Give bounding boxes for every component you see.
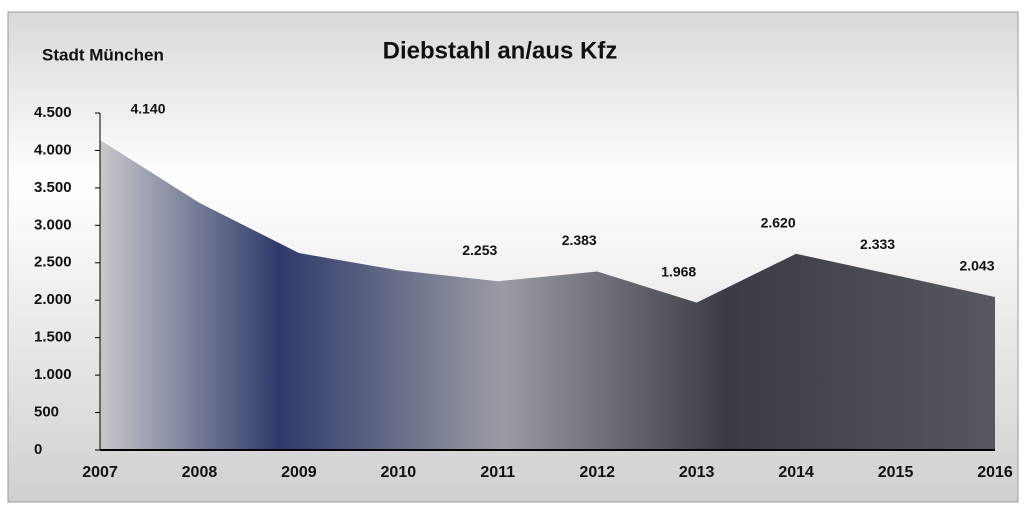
data-label: 4.140 [130,101,165,117]
x-tick-label: 2011 [480,464,515,481]
data-label: 2.333 [860,236,895,252]
x-tick-label: 2010 [381,464,417,481]
chart: Stadt München Diebstahl an/aus Kfz 4.140… [0,0,1024,507]
x-tick-label: 2013 [679,464,715,481]
y-tick-label: 4.000 [34,141,72,158]
chart-subtitle: Stadt München [42,45,164,64]
y-tick-label: 2.500 [34,254,72,271]
y-tick-label: 0 [34,441,42,458]
data-label: 2.383 [562,232,597,248]
y-tick-label: 500 [34,404,59,421]
x-tick-label: 2008 [182,464,218,481]
y-tick-label: 1.000 [34,366,72,383]
data-label: 2.043 [959,258,994,274]
chart-title: Diebstahl an/aus Kfz [383,37,618,64]
data-label: 1.968 [661,263,696,279]
y-tick-label: 3.500 [34,179,72,196]
y-tick-label: 1.500 [34,329,72,346]
y-tick-label: 2.000 [34,291,72,308]
y-tick-label: 4.500 [34,104,72,121]
x-tick-label: 2015 [878,464,914,481]
x-tick-label: 2014 [778,464,814,481]
x-tick-label: 2016 [977,464,1013,481]
data-label: 2.620 [761,214,796,230]
x-tick-label: 2012 [579,464,615,481]
x-tick-label: 2007 [82,464,118,481]
y-tick-label: 3.000 [34,216,72,233]
data-label: 2.253 [462,242,497,258]
x-tick-label: 2009 [281,464,317,481]
